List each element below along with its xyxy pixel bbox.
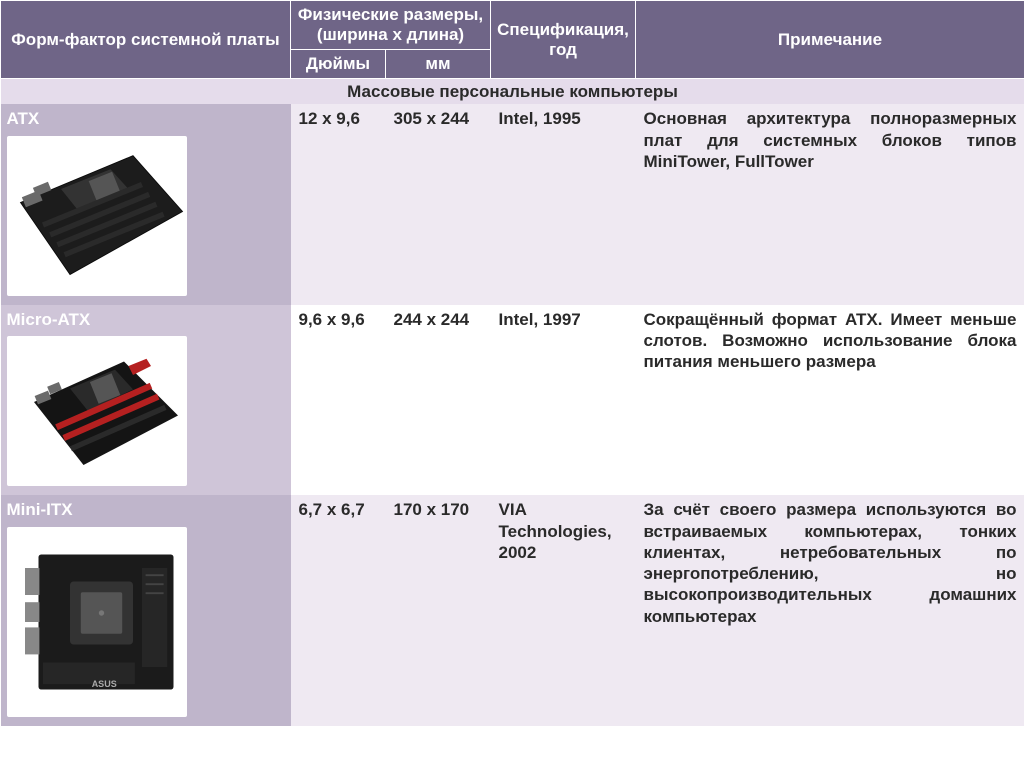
section-title: Массовые персональные компьютеры — [1, 79, 1024, 105]
svg-text:ASUS: ASUS — [91, 678, 116, 688]
th-note: Примечание — [636, 1, 1024, 79]
th-dimensions: Физические размеры, (ширина х длина) — [291, 1, 491, 50]
form-factor-cell: Mini-ITX ASUS — [1, 495, 291, 726]
form-factor-name: ATX — [7, 108, 285, 129]
form-factor-table: Форм-фактор системной платы Физические р… — [0, 0, 1024, 726]
table-row: Mini-ITX ASUS 6,7 x 6,7170 x 170VIA Tech… — [1, 495, 1024, 726]
form-factor-cell: Micro-ATX — [1, 305, 291, 496]
th-mm: мм — [386, 50, 491, 79]
inches-cell: 9,6 x 9,6 — [291, 305, 386, 496]
th-inches: Дюймы — [291, 50, 386, 79]
form-factor-name: Mini-ITX — [7, 499, 285, 520]
motherboard-image — [7, 130, 285, 301]
inches-cell: 6,7 x 6,7 — [291, 495, 386, 726]
mm-cell: 244 x 244 — [386, 305, 491, 496]
th-spec: Спецификация, год — [491, 1, 636, 79]
form-factor-cell: ATX — [1, 104, 291, 305]
spec-cell: Intel, 1995 — [491, 104, 636, 305]
inches-cell: 12 x 9,6 — [291, 104, 386, 305]
note-cell: За счёт своего размера используются во в… — [636, 495, 1024, 726]
note-cell: Основная архитектура полноразмерных плат… — [636, 104, 1024, 305]
form-factor-name: Micro-ATX — [7, 309, 285, 330]
spec-cell: Intel, 1997 — [491, 305, 636, 496]
table-row: Micro-ATX 9,6 x 9,6244 x 244Intel, 1997С… — [1, 305, 1024, 496]
motherboard-image — [7, 330, 285, 491]
motherboard-image: ASUS — [7, 521, 285, 722]
spec-cell: VIA Technologies, 2002 — [491, 495, 636, 726]
mm-cell: 305 x 244 — [386, 104, 491, 305]
th-form-factor: Форм-фактор системной платы — [1, 1, 291, 79]
note-cell: Сокращённый формат ATX. Имеет меньше сло… — [636, 305, 1024, 496]
mm-cell: 170 x 170 — [386, 495, 491, 726]
table-row: ATX 12 x 9,6305 x 244Intel, 1995Основная… — [1, 104, 1024, 305]
